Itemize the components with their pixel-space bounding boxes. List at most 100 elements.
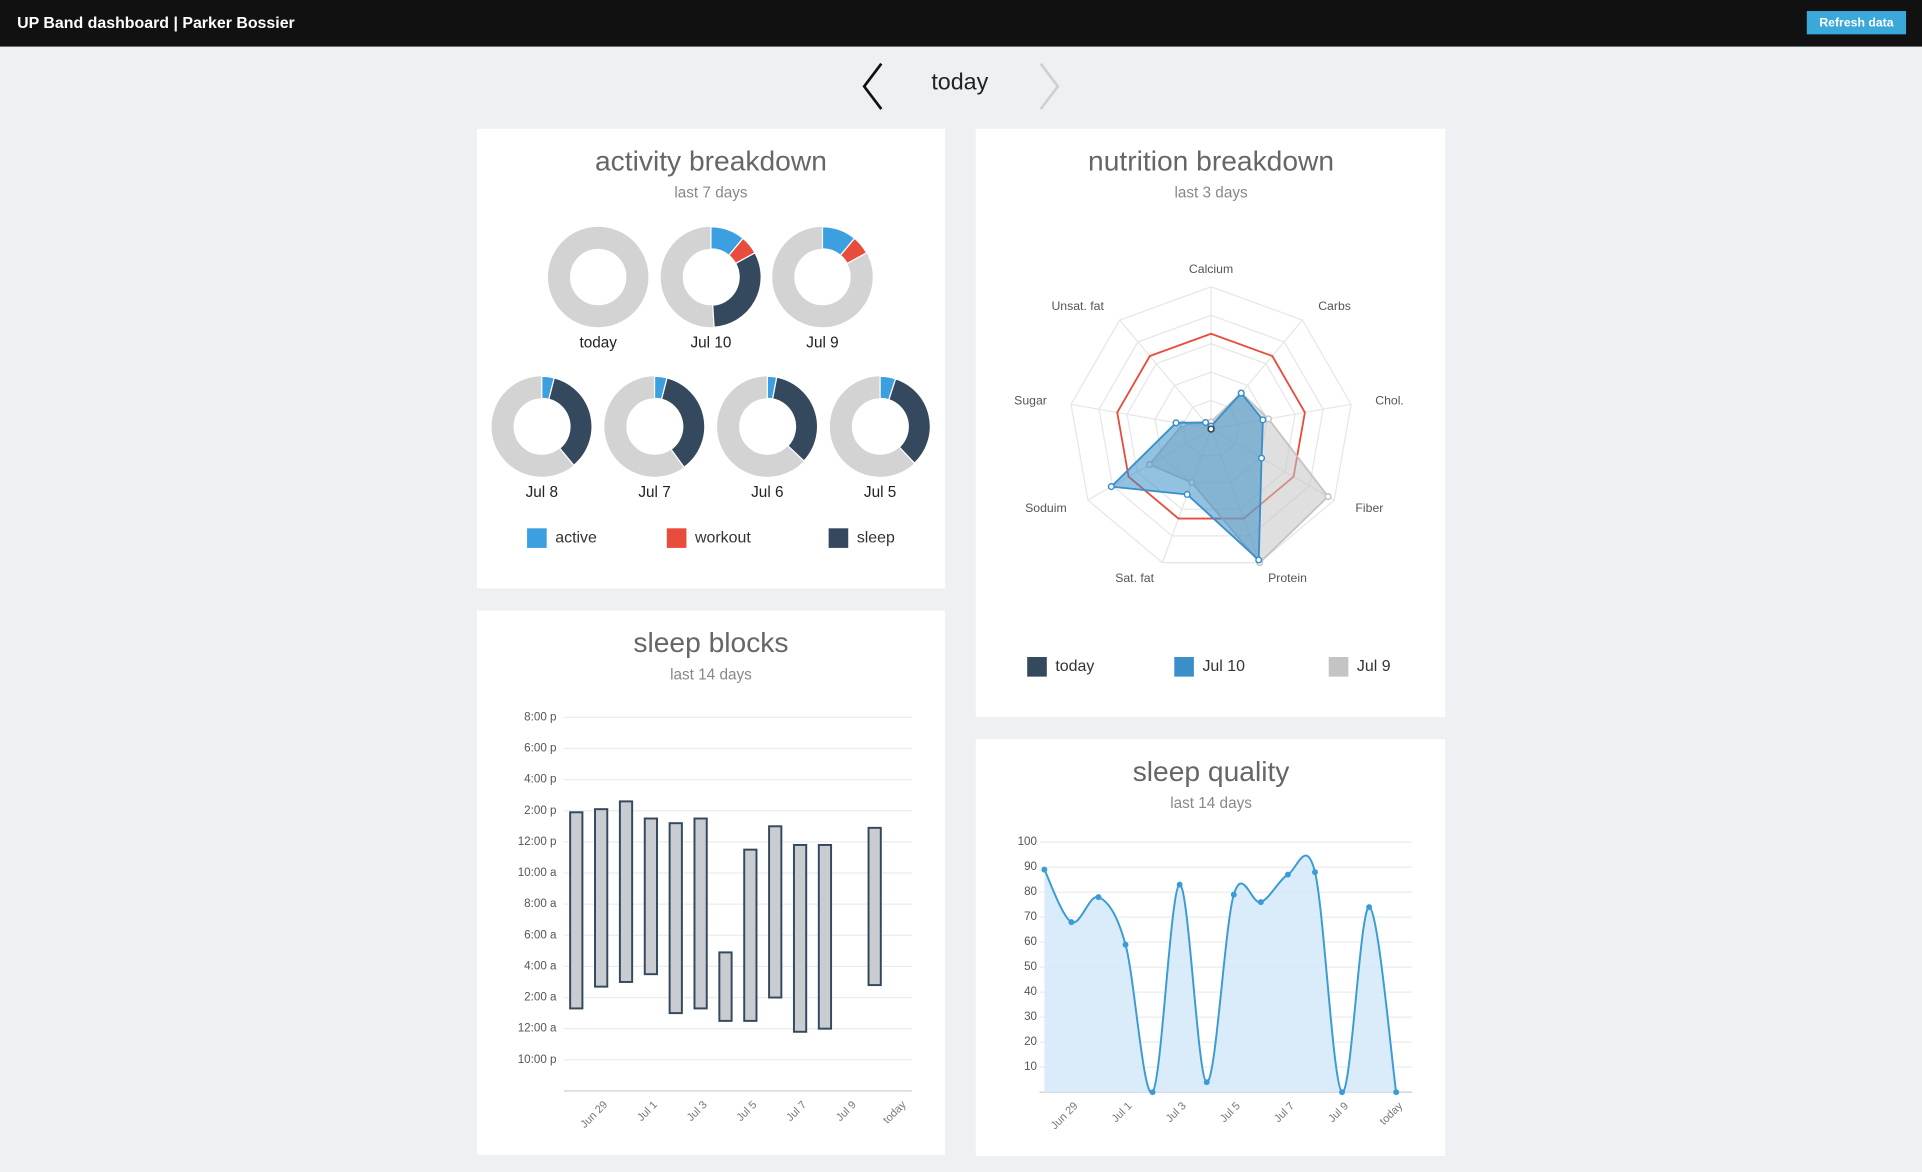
donut-segment (839, 237, 868, 265)
y-tick-label: 8:00 a (524, 897, 557, 910)
sleep-block (668, 822, 683, 1015)
sleep-block (792, 843, 808, 1033)
donut-segment (771, 376, 819, 462)
radar-axis-label: Carbs (1318, 299, 1351, 313)
panel (476, 610, 946, 1155)
radar-point (1107, 483, 1115, 491)
y-tick-label: 50 (1024, 960, 1037, 973)
next-arrow (1039, 62, 1060, 110)
legend-swatch (527, 528, 547, 548)
y-tick-label: 6:00 a (524, 928, 557, 941)
quality-point (1068, 919, 1075, 926)
legend-label: Jul 9 (1357, 658, 1391, 675)
chart-subtitle: last 3 days (1174, 185, 1248, 202)
radar-point (1259, 416, 1267, 424)
quality-point (1095, 894, 1102, 901)
radar-grid-ring (1098, 314, 1324, 537)
y-tick-label: 10:00 p (518, 1053, 557, 1066)
quality-point (1122, 941, 1129, 948)
quality-point (1203, 1079, 1210, 1086)
quality-point (1366, 904, 1373, 911)
sleep-block (643, 817, 658, 976)
donut-track (547, 226, 649, 328)
legend-label: Jul 10 (1202, 658, 1245, 675)
radar-axis-label: Chol. (1375, 394, 1404, 408)
sleep-block (817, 843, 833, 1030)
radar-point (1255, 556, 1263, 564)
sleep-block (743, 848, 758, 1022)
sleep-block (718, 951, 733, 1022)
chart-subtitle: last 14 days (1170, 795, 1252, 812)
y-tick-label: 2:00 p (524, 804, 556, 817)
donut-segment (548, 377, 593, 467)
chart-title: nutrition breakdown (1088, 144, 1334, 176)
chart-subtitle: last 7 days (674, 185, 748, 202)
refresh-button[interactable] (1806, 11, 1907, 35)
donut-label: Jul 8 (526, 484, 558, 501)
y-tick-label: 20 (1024, 1035, 1037, 1048)
y-tick-label: 40 (1024, 985, 1037, 998)
quality-point (1176, 881, 1183, 888)
quality-point (1257, 899, 1264, 906)
quality-point (1393, 1089, 1400, 1096)
radar-axis-label: Fiber (1355, 501, 1383, 515)
y-tick-label: 30 (1024, 1010, 1037, 1023)
donut-segment (660, 377, 706, 469)
y-tick-label: 10:00 a (518, 866, 557, 879)
donut-segment (888, 377, 931, 465)
donut-label: Jul 7 (638, 484, 670, 501)
chart-title: activity breakdown (595, 144, 827, 176)
y-tick-label: 10 (1024, 1060, 1037, 1073)
y-tick-label: 70 (1024, 910, 1037, 923)
radar-spoke (1119, 319, 1212, 430)
radar-series (1109, 391, 1264, 562)
radar-axis-label: Soduim (1025, 501, 1067, 515)
y-tick-label: 4:00 p (524, 773, 556, 786)
radar-axis-label: Sat. fat (1115, 571, 1154, 585)
quality-point (1284, 871, 1291, 878)
quality-point (1041, 866, 1048, 873)
legend-label: sleep (857, 529, 895, 546)
radar-axis-label: Calcium (1189, 262, 1233, 276)
radar-point (1264, 415, 1273, 423)
chart-title: sleep blocks (633, 626, 788, 658)
radar-point (1237, 389, 1245, 397)
quality-point (1230, 891, 1237, 898)
y-tick-label: 80 (1024, 885, 1037, 898)
app-title: UP Band dashboard | Parker Bossier (17, 15, 295, 32)
radar-point (1257, 454, 1266, 462)
legend-swatch (1328, 657, 1349, 677)
legend-label: today (1055, 658, 1094, 675)
panel (476, 128, 946, 589)
donut-label: Jul 6 (751, 484, 783, 501)
legend-label: workout (694, 529, 751, 546)
legend-swatch (1027, 657, 1047, 677)
radar-grid-ring (1070, 286, 1352, 564)
radar-axis-label: Unsat. fat (1051, 299, 1104, 313)
chart-title: sleep quality (1133, 755, 1291, 787)
donut-segment (712, 251, 762, 328)
y-tick-label: 6:00 p (524, 742, 556, 755)
y-tick-label: 4:00 a (524, 959, 557, 972)
y-tick-label: 2:00 a (524, 991, 557, 1004)
quality-point (1312, 869, 1318, 876)
y-tick-label: 90 (1024, 860, 1037, 873)
sleep-block (693, 817, 708, 1010)
sleep-block (867, 826, 882, 987)
refresh-button-label[interactable]: Refresh data (1819, 16, 1893, 30)
donut-label: Jul 5 (864, 484, 896, 501)
radar-axis-label: Sugar (1014, 394, 1047, 408)
y-tick-label: 100 (1018, 835, 1038, 848)
legend-label: active (555, 529, 597, 546)
radar-point (1202, 418, 1210, 427)
radar-point (1172, 419, 1180, 427)
prev-arrow[interactable] (862, 62, 883, 110)
radar-point (1324, 493, 1332, 501)
sleep-block (594, 808, 609, 988)
radar-axis-label: Protein (1268, 571, 1307, 585)
donut-label: today (579, 334, 617, 351)
